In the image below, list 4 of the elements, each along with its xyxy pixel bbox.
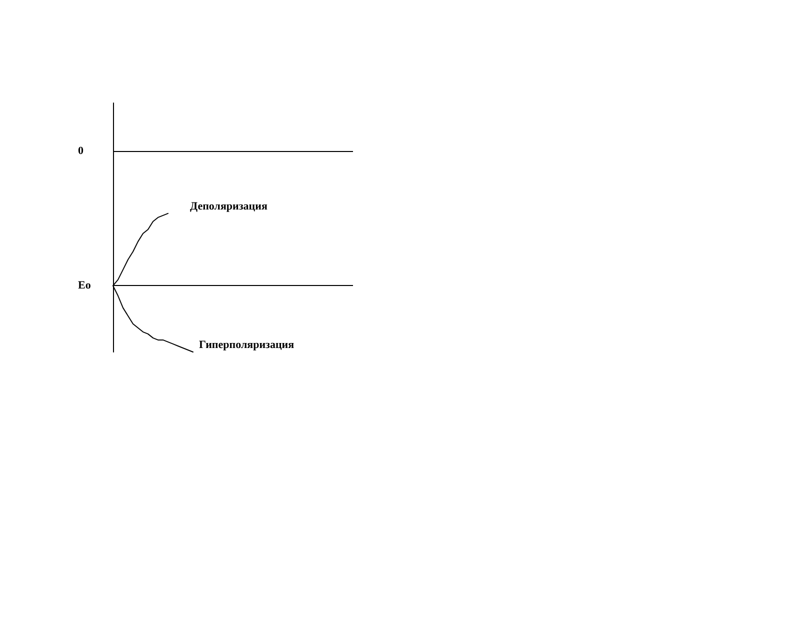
ref-line-label: Eo <box>78 280 92 292</box>
ref-line-label: 0 <box>78 145 84 158</box>
text: Деполяризация <box>190 200 268 212</box>
series-label: Гиперполяризация <box>199 339 294 351</box>
